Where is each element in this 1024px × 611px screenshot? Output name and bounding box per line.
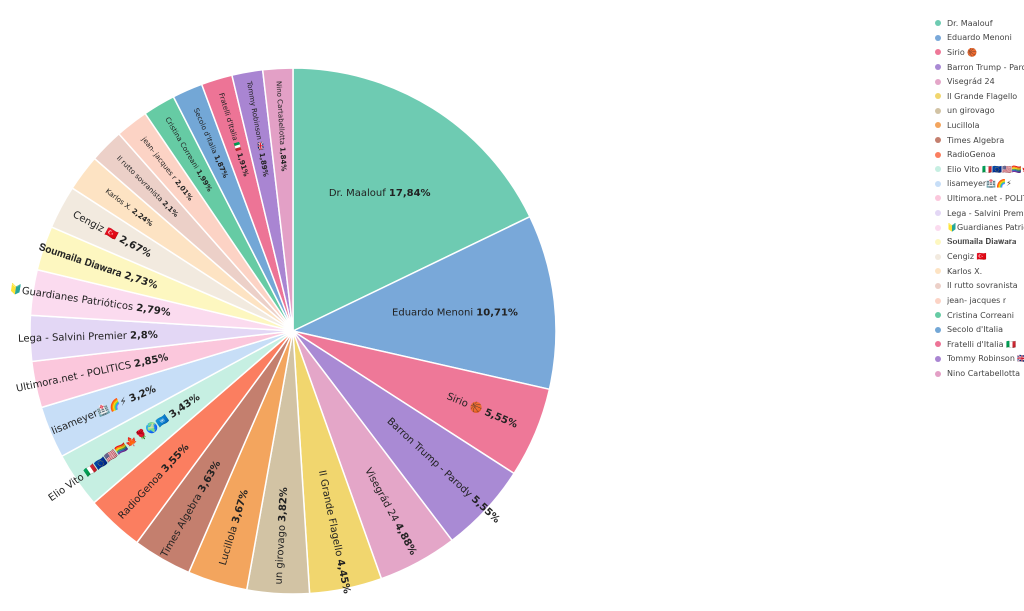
legend-label: Elio Vito 🇮🇹🇪🇺🇺🇸🏳️‍🌈🍁🌹🌍🇺🇳 xyxy=(947,164,1024,174)
slice-label-name: Lega - Salvini Premier xyxy=(18,331,130,345)
legend-color-swatch xyxy=(935,297,941,304)
legend-item[interactable]: 𝐒𝐨𝐮𝐦𝐚𝐢𝐥𝐚 𝐃𝐢𝐚𝐰𝐚𝐫𝐚 xyxy=(935,235,1024,250)
legend-color-swatch xyxy=(935,355,941,362)
legend-label: Sirio 🏀 xyxy=(947,47,978,57)
legend-label: Times Algebra xyxy=(947,135,1005,145)
legend-label: un girovago xyxy=(947,106,995,116)
legend-color-swatch xyxy=(935,239,941,246)
legend-color-swatch xyxy=(935,166,941,173)
slice-label-value: 17,84% xyxy=(389,188,431,199)
legend-item[interactable]: 🔰Guardianes Patrióticos xyxy=(935,220,1024,235)
chart-legend: Dr. Maalouf Eduardo Menoni Sirio 🏀 Barron T… xyxy=(935,16,1024,381)
legend-item[interactable]: Dr. Maalouf xyxy=(935,16,1024,31)
slice-label: Lega - Salvini Premier 2,8% xyxy=(18,330,158,345)
legend-color-swatch xyxy=(935,253,941,260)
legend-item[interactable]: Il rutto sovranista xyxy=(935,279,1024,294)
legend-label: Lucillola xyxy=(947,120,980,130)
legend-item[interactable]: Eduardo Menoni xyxy=(935,31,1024,46)
legend-color-swatch xyxy=(935,34,941,41)
slice-label-name: Dr. Maalouf xyxy=(329,188,389,199)
legend-color-swatch xyxy=(935,326,941,333)
legend-label: lisameyer🏥🌈⚡ xyxy=(947,179,1012,189)
legend-color-swatch xyxy=(935,122,941,129)
legend-label: Il Grande Flagello xyxy=(947,91,1018,101)
pie-chart: Dr. Maalouf 17,84%Eduardo Menoni 10,71%S… xyxy=(9,67,557,595)
slice-label-name: Eduardo Menoni xyxy=(392,308,476,319)
legend-color-swatch xyxy=(935,20,941,27)
legend-color-swatch xyxy=(935,151,941,158)
pie-slice[interactable] xyxy=(292,67,531,333)
legend-label: Visegrád 24 xyxy=(947,77,995,87)
legend-item[interactable]: Il Grande Flagello xyxy=(935,89,1024,104)
legend-item[interactable]: un girovago xyxy=(935,104,1024,119)
legend-color-swatch xyxy=(935,64,941,71)
legend-color-swatch xyxy=(935,195,941,202)
legend-label: Cristina Correani xyxy=(947,310,1014,320)
legend-label: Fratelli d'Italia 🇮🇹 xyxy=(947,339,1017,349)
legend-item[interactable]: Secolo d'Italia xyxy=(935,322,1024,337)
legend-item[interactable]: Nino Cartabellotta xyxy=(935,366,1024,381)
legend-color-swatch xyxy=(935,370,941,377)
pie-slice[interactable] xyxy=(290,215,557,391)
legend-label: Il rutto sovranista xyxy=(947,281,1018,291)
legend-label: Dr. Maalouf xyxy=(947,18,993,28)
legend-label: 𝐒𝐨𝐮𝐦𝐚𝐢𝐥𝐚 𝐃𝐢𝐚𝐰𝐚𝐫𝐚 xyxy=(947,237,1017,247)
legend-item[interactable]: Lucillola xyxy=(935,118,1024,133)
legend-label: Cengiz 🇹🇷 xyxy=(947,252,987,262)
legend-color-swatch xyxy=(935,107,941,114)
legend-label: Secolo d'Italia xyxy=(947,325,1003,335)
legend-item[interactable]: Tommy Robinson 🇬🇧 xyxy=(935,352,1024,367)
legend-color-swatch xyxy=(935,312,941,319)
legend-item[interactable]: Sirio 🏀 xyxy=(935,45,1024,60)
slice-label: Dr. Maalouf 17,84% xyxy=(329,188,431,199)
legend-label: Karlos X. xyxy=(947,266,983,276)
legend-item[interactable]: Ultimora.net - POLITICS xyxy=(935,191,1024,206)
legend-label: 🔰Guardianes Patrióticos xyxy=(947,223,1024,233)
legend-item[interactable]: Fratelli d'Italia 🇮🇹 xyxy=(935,337,1024,352)
legend-color-swatch xyxy=(935,210,941,217)
legend-label: jean- jacques r xyxy=(947,296,1007,306)
slice-label: un girovago 3,82% xyxy=(274,487,291,585)
legend-color-swatch xyxy=(935,93,941,100)
legend-label: Tommy Robinson 🇬🇧 xyxy=(947,354,1024,364)
legend-label: Ultimora.net - POLITICS xyxy=(947,193,1024,203)
legend-color-swatch xyxy=(935,224,941,231)
legend-label: RadioGenoa xyxy=(947,150,996,160)
legend-item[interactable]: Visegrád 24 xyxy=(935,74,1024,89)
legend-item[interactable]: RadioGenoa xyxy=(935,147,1024,162)
slice-label: Eduardo Menoni 10,71% xyxy=(392,308,518,319)
legend-item[interactable]: Lega - Salvini Premier xyxy=(935,206,1024,221)
legend-item[interactable]: Cristina Correani xyxy=(935,308,1024,323)
slice-label: Nino Cartabellotta 1,84% xyxy=(275,81,288,172)
legend-label: Eduardo Menoni xyxy=(947,33,1012,43)
slice-label-value: 2,79% xyxy=(135,303,171,319)
legend-color-swatch xyxy=(935,180,941,187)
legend-label: Lega - Salvini Premier xyxy=(947,208,1024,218)
legend-item[interactable]: Barron Trump - Parody xyxy=(935,60,1024,75)
legend-item[interactable]: jean- jacques r xyxy=(935,293,1024,308)
legend-color-swatch xyxy=(935,341,941,348)
slice-label-value: 10,71% xyxy=(476,308,518,319)
slice-label-value: 2,8% xyxy=(130,330,158,342)
slice-label-value: 1,84% xyxy=(278,147,287,172)
legend-label: Nino Cartabellotta xyxy=(947,369,1021,379)
legend-color-swatch xyxy=(935,137,941,144)
slice-label-name: Nino Cartabellotta xyxy=(275,81,287,148)
legend-item[interactable]: lisameyer🏥🌈⚡ xyxy=(935,177,1024,192)
pie-slice[interactable] xyxy=(261,67,294,332)
legend-color-swatch xyxy=(935,282,941,289)
legend-item[interactable]: Elio Vito 🇮🇹🇪🇺🇺🇸🏳️‍🌈🍁🌹🌍🇺🇳 xyxy=(935,162,1024,177)
legend-item[interactable]: Times Algebra xyxy=(935,133,1024,148)
legend-item[interactable]: Karlos X. xyxy=(935,264,1024,279)
legend-label: Barron Trump - Parody xyxy=(947,62,1024,72)
legend-color-swatch xyxy=(935,268,941,275)
pie-slices xyxy=(29,67,557,595)
legend-item[interactable]: Cengiz 🇹🇷 xyxy=(935,250,1024,265)
legend-color-swatch xyxy=(935,78,941,85)
slice-label-name: un girovago xyxy=(274,522,289,585)
legend-color-swatch xyxy=(935,49,941,56)
slice-label-value: 3,82% xyxy=(277,487,290,522)
